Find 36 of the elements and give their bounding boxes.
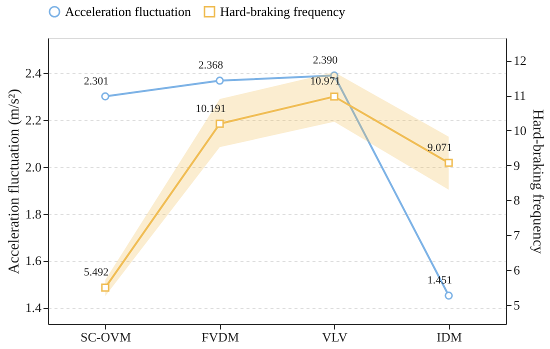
data-label: 10.971: [310, 76, 340, 88]
y-tick-label: 1.8: [25, 206, 42, 222]
point: [101, 284, 110, 292]
y2-axis-title: Hard-braking frequency: [530, 109, 546, 254]
point: [216, 76, 224, 85]
x-tick-label: VLV: [322, 330, 348, 344]
y2-tick-label: 9: [514, 158, 520, 173]
y2-tick-label: 12: [514, 53, 526, 68]
point: [444, 158, 453, 167]
point: [101, 92, 110, 100]
data-label: 2.368: [198, 60, 224, 72]
y-tick-label: 2.2: [25, 112, 42, 128]
y-tick-label: 1.6: [25, 253, 42, 268]
legend-label: Acceleration fluctuation: [65, 4, 192, 19]
y-tick-label: 1.4: [25, 300, 42, 316]
data-label: 10.191: [196, 102, 226, 115]
y2-tick-label: 7: [514, 228, 520, 243]
data-label: 2.390: [312, 54, 338, 67]
data-label: 2.301: [84, 75, 109, 88]
legend-label: Hard-braking frequency: [220, 4, 346, 19]
point: [216, 120, 224, 128]
x-tick-label: IDM: [436, 330, 462, 344]
y2-tick-label: 8: [514, 192, 520, 208]
data-label: 5.492: [84, 266, 109, 279]
data-label: 9.071: [427, 142, 452, 154]
x-tick-label: SC-OVM: [80, 330, 132, 344]
y2-tick-label: 10: [514, 122, 526, 138]
y2-tick-label: 5: [514, 297, 520, 312]
x-tick-label: FVDM: [201, 330, 240, 344]
point: [330, 92, 338, 101]
y2-tick-label: 11: [514, 88, 526, 104]
y-tick-label: 2.0: [25, 159, 42, 174]
point: [444, 292, 453, 300]
y-tick-label: 2.4: [25, 66, 42, 81]
y2-tick-label: 6: [514, 262, 520, 278]
y-axis-title: Acceleration fluctuation (m/s²): [6, 88, 22, 274]
